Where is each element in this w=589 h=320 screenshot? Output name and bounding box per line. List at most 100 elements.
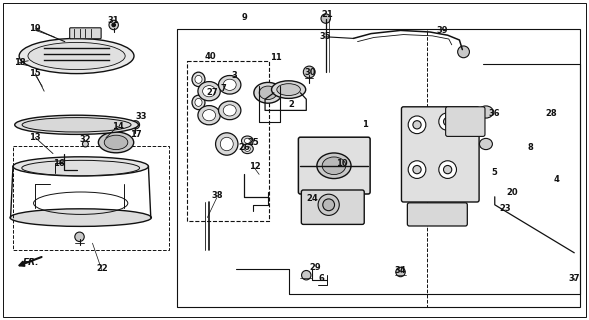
Ellipse shape [22, 118, 131, 132]
Circle shape [303, 66, 315, 78]
Text: 30: 30 [305, 68, 316, 76]
Circle shape [302, 270, 311, 280]
Text: 21: 21 [321, 10, 333, 19]
Ellipse shape [241, 136, 253, 146]
Bar [187, 61, 269, 221]
Ellipse shape [22, 160, 140, 176]
Ellipse shape [244, 138, 250, 143]
Ellipse shape [277, 84, 300, 96]
Ellipse shape [203, 110, 216, 121]
Text: 19: 19 [29, 24, 41, 33]
Text: 5: 5 [492, 168, 498, 177]
Text: 40: 40 [205, 52, 217, 60]
Text: 8: 8 [527, 143, 533, 152]
Text: 22: 22 [96, 264, 108, 273]
Text: 27: 27 [206, 88, 218, 97]
Circle shape [321, 14, 330, 23]
Circle shape [439, 113, 456, 131]
Circle shape [439, 161, 456, 179]
Text: 33: 33 [135, 112, 147, 121]
Circle shape [444, 165, 452, 174]
Ellipse shape [19, 38, 134, 74]
Ellipse shape [98, 132, 134, 153]
Ellipse shape [13, 157, 148, 176]
Ellipse shape [244, 146, 250, 151]
Text: 29: 29 [309, 263, 321, 272]
Text: 9: 9 [241, 13, 247, 22]
Text: FR.: FR. [22, 258, 39, 267]
Text: 12: 12 [249, 162, 260, 171]
Circle shape [75, 232, 84, 242]
Ellipse shape [317, 153, 351, 179]
Text: 6: 6 [318, 274, 324, 283]
Circle shape [408, 116, 426, 134]
Ellipse shape [195, 99, 202, 106]
Ellipse shape [223, 105, 236, 116]
Text: 10: 10 [336, 159, 348, 168]
Text: 2: 2 [289, 100, 294, 108]
Circle shape [413, 121, 421, 129]
Ellipse shape [195, 76, 202, 83]
Text: 38: 38 [211, 191, 223, 200]
Text: 36: 36 [489, 109, 501, 118]
Text: 23: 23 [499, 204, 511, 212]
Ellipse shape [478, 106, 493, 118]
Ellipse shape [219, 101, 241, 120]
Text: 26: 26 [239, 143, 250, 152]
Text: 4: 4 [554, 175, 560, 184]
Text: 35: 35 [320, 32, 332, 41]
FancyBboxPatch shape [408, 203, 467, 226]
Ellipse shape [198, 82, 220, 101]
Ellipse shape [272, 81, 306, 99]
Bar [177, 29, 580, 307]
Bar [177, 29, 427, 307]
Ellipse shape [223, 79, 236, 91]
FancyBboxPatch shape [402, 107, 479, 202]
Text: 3: 3 [231, 71, 237, 80]
Text: 13: 13 [29, 133, 41, 142]
Ellipse shape [192, 95, 205, 109]
Text: 17: 17 [130, 130, 141, 139]
Circle shape [396, 267, 405, 277]
Text: 31: 31 [108, 16, 120, 25]
Circle shape [112, 23, 115, 27]
Text: 1: 1 [362, 120, 368, 129]
Ellipse shape [216, 133, 238, 155]
Circle shape [131, 121, 140, 129]
Text: 20: 20 [507, 188, 518, 196]
Circle shape [82, 141, 88, 147]
Ellipse shape [10, 209, 151, 227]
Text: 16: 16 [53, 159, 65, 168]
Circle shape [458, 46, 469, 58]
Circle shape [109, 20, 118, 30]
Text: 32: 32 [80, 135, 91, 144]
Text: 34: 34 [395, 266, 406, 275]
Text: 28: 28 [545, 109, 557, 118]
Ellipse shape [220, 137, 233, 151]
Text: 14: 14 [112, 122, 124, 131]
Text: 39: 39 [436, 26, 448, 35]
Circle shape [318, 194, 339, 215]
Text: 25: 25 [247, 138, 259, 147]
FancyBboxPatch shape [446, 107, 485, 136]
Ellipse shape [254, 83, 282, 103]
Ellipse shape [15, 115, 138, 134]
Ellipse shape [219, 76, 241, 94]
Ellipse shape [259, 86, 277, 100]
Text: 37: 37 [568, 274, 580, 283]
FancyBboxPatch shape [299, 137, 370, 194]
Ellipse shape [241, 144, 253, 154]
FancyBboxPatch shape [302, 190, 364, 224]
Ellipse shape [192, 72, 205, 87]
Ellipse shape [28, 43, 125, 70]
Text: 7: 7 [221, 84, 227, 92]
Ellipse shape [104, 135, 128, 150]
Circle shape [413, 165, 421, 174]
Text: 18: 18 [14, 58, 25, 67]
Circle shape [444, 117, 452, 126]
Ellipse shape [322, 157, 346, 175]
Text: 15: 15 [29, 69, 41, 78]
Ellipse shape [203, 86, 216, 97]
Bar [13, 146, 169, 250]
Text: 11: 11 [270, 53, 282, 62]
